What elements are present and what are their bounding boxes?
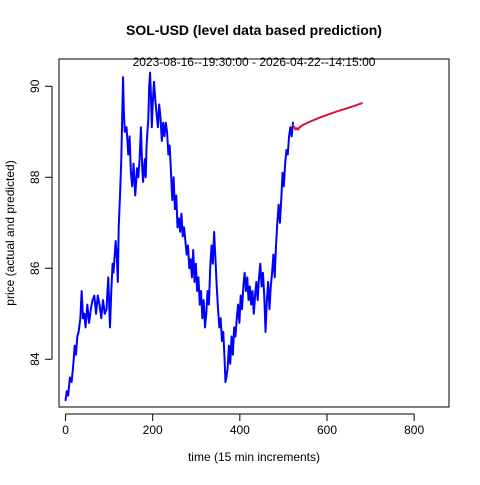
x-axis-label: time (15 min increments) — [188, 450, 320, 464]
series-line-predicted — [292, 102, 363, 131]
x-tick-label: 200 — [143, 423, 163, 437]
series-line-actual — [64, 71, 294, 402]
y-axis-label: price (actual and predicted) — [3, 160, 17, 305]
x-tick-label: 600 — [317, 423, 337, 437]
y-tick-label: 84 — [28, 352, 42, 366]
chart-subtitle: 2023-08-16--19:30:00 - 2026-04-22--14:15… — [133, 55, 376, 69]
x-axis: 0 200 400 600 800 — [62, 413, 424, 437]
y-tick-label: 86 — [28, 261, 42, 275]
x-tick-label: 400 — [230, 423, 250, 437]
x-tick-label: 800 — [404, 423, 424, 437]
series-layer — [64, 71, 363, 402]
y-tick-label: 88 — [28, 170, 42, 184]
plot-frame — [58, 58, 450, 408]
y-axis: 84 86 88 90 — [28, 79, 53, 366]
x-tick-label: 0 — [62, 423, 69, 437]
chart-title: SOL-USD (level data based prediction) — [126, 22, 382, 38]
y-tick-label: 90 — [28, 79, 42, 93]
